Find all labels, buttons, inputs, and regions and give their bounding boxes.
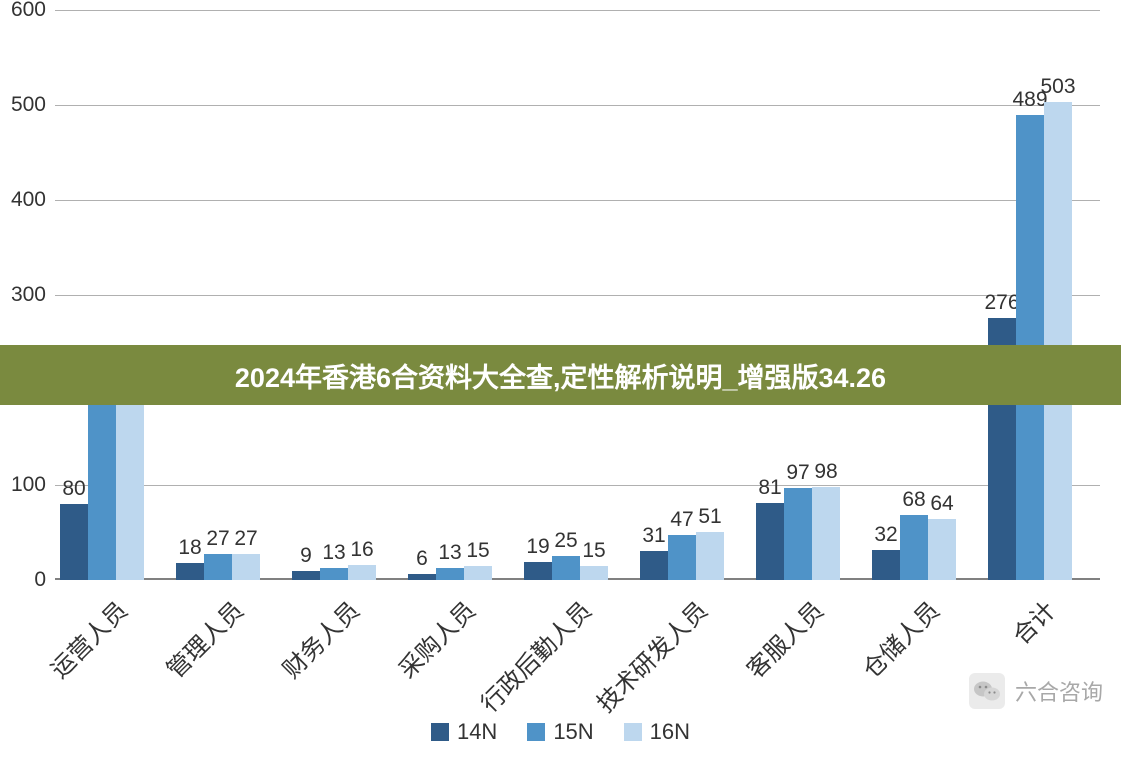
bar-value-label: 13 — [322, 541, 345, 565]
bar — [60, 504, 88, 580]
xtick-label: 客服人员 — [737, 592, 830, 685]
xtick-label: 财务人员 — [273, 592, 366, 685]
bar-value-label: 31 — [642, 524, 665, 548]
bar — [928, 519, 956, 580]
xtick-label: 仓储人员 — [853, 592, 946, 685]
bar-value-label: 13 — [438, 541, 461, 565]
bar — [812, 487, 840, 580]
bar-value-label: 6 — [416, 547, 428, 571]
bar — [580, 566, 608, 580]
overlay-text: 2024年香港6合资料大全查,定性解析说明_增强版34.26 — [235, 356, 886, 395]
legend-label: 16N — [650, 719, 690, 745]
bar-value-label: 47 — [670, 508, 693, 532]
xtick-label: 运营人员 — [41, 592, 134, 685]
bar — [872, 550, 900, 580]
bar-value-label: 97 — [786, 461, 809, 485]
watermark-text: 六合咨询 — [1015, 675, 1103, 707]
bar-group: 314751 — [640, 10, 725, 580]
bar — [348, 565, 376, 580]
bar — [784, 488, 812, 580]
bar — [176, 563, 204, 580]
xtick-label: 管理人员 — [157, 592, 250, 685]
xtick-label: 合计 — [1003, 592, 1062, 651]
bar — [1044, 102, 1072, 580]
bar — [668, 535, 696, 580]
legend-label: 15N — [553, 719, 593, 745]
bar — [756, 503, 784, 580]
bar-value-label: 9 — [300, 544, 312, 568]
bar-value-label: 276 — [984, 291, 1019, 315]
bar-value-label: 19 — [526, 535, 549, 559]
bar-value-label: 25 — [554, 529, 577, 553]
bar — [320, 568, 348, 580]
bar-value-label: 81 — [758, 476, 781, 500]
bar-value-label: 503 — [1040, 75, 1075, 99]
bar-value-label: 27 — [234, 527, 257, 551]
ytick-label: 100 — [1, 473, 46, 497]
bar-value-label: 80 — [62, 477, 85, 501]
bar — [232, 554, 260, 580]
bar — [204, 554, 232, 580]
bar-group: 80199217 — [60, 10, 145, 580]
bar-value-label: 27 — [206, 527, 229, 551]
bar — [464, 566, 492, 580]
bar — [524, 562, 552, 580]
bar-value-label: 16 — [350, 538, 373, 562]
legend-swatch — [527, 723, 545, 741]
bar-value-label: 18 — [178, 536, 201, 560]
bar — [292, 571, 320, 580]
bar — [696, 532, 724, 580]
bar-value-label: 64 — [930, 492, 953, 516]
bar-group: 6 1315 — [408, 10, 493, 580]
xtick-label: 采购人员 — [389, 592, 482, 685]
bar-group: 276489503 — [988, 10, 1073, 580]
xtick-label: 技术研发人员 — [587, 592, 714, 719]
bar — [640, 551, 668, 580]
bar — [436, 568, 464, 580]
bar-value-label: 32 — [874, 523, 897, 547]
plot-area: 8019921718272791316613151925153147518197… — [55, 10, 1100, 580]
legend-swatch — [624, 723, 642, 741]
ytick-label: 600 — [1, 0, 46, 22]
legend: 14N 15N 16N — [0, 719, 1121, 745]
wechat-icon — [969, 673, 1005, 709]
bar-value-label: 15 — [582, 539, 605, 563]
legend-label: 14N — [457, 719, 497, 745]
bar — [900, 515, 928, 580]
bar-value-label: 51 — [698, 505, 721, 529]
bar-group: 9 1316 — [292, 10, 377, 580]
ytick-label: 0 — [1, 568, 46, 592]
bar-group: 326864 — [872, 10, 957, 580]
legend-item: 16N — [624, 719, 690, 745]
bar — [408, 574, 436, 580]
bar-value-label: 68 — [902, 488, 925, 512]
legend-swatch — [431, 723, 449, 741]
bar — [88, 391, 116, 580]
bar-value-label: 98 — [814, 460, 837, 484]
bars-area: 8019921718272791316613151925153147518197… — [55, 10, 1100, 580]
chart-container: 8019921718272791316613151925153147518197… — [55, 10, 1100, 580]
ytick-label: 500 — [1, 93, 46, 117]
overlay-banner: 2024年香港6合资料大全查,定性解析说明_增强版34.26 — [0, 345, 1121, 405]
bar-group: 192515 — [524, 10, 609, 580]
legend-item: 15N — [527, 719, 593, 745]
bar-group: 182727 — [176, 10, 261, 580]
bar-value-label: 15 — [466, 539, 489, 563]
bar — [552, 556, 580, 580]
legend-item: 14N — [431, 719, 497, 745]
watermark: 六合咨询 — [969, 673, 1103, 709]
xtick-label: 行政后勤人员 — [471, 592, 598, 719]
bar-group: 819798 — [756, 10, 841, 580]
ytick-label: 300 — [1, 283, 46, 307]
ytick-label: 400 — [1, 188, 46, 212]
